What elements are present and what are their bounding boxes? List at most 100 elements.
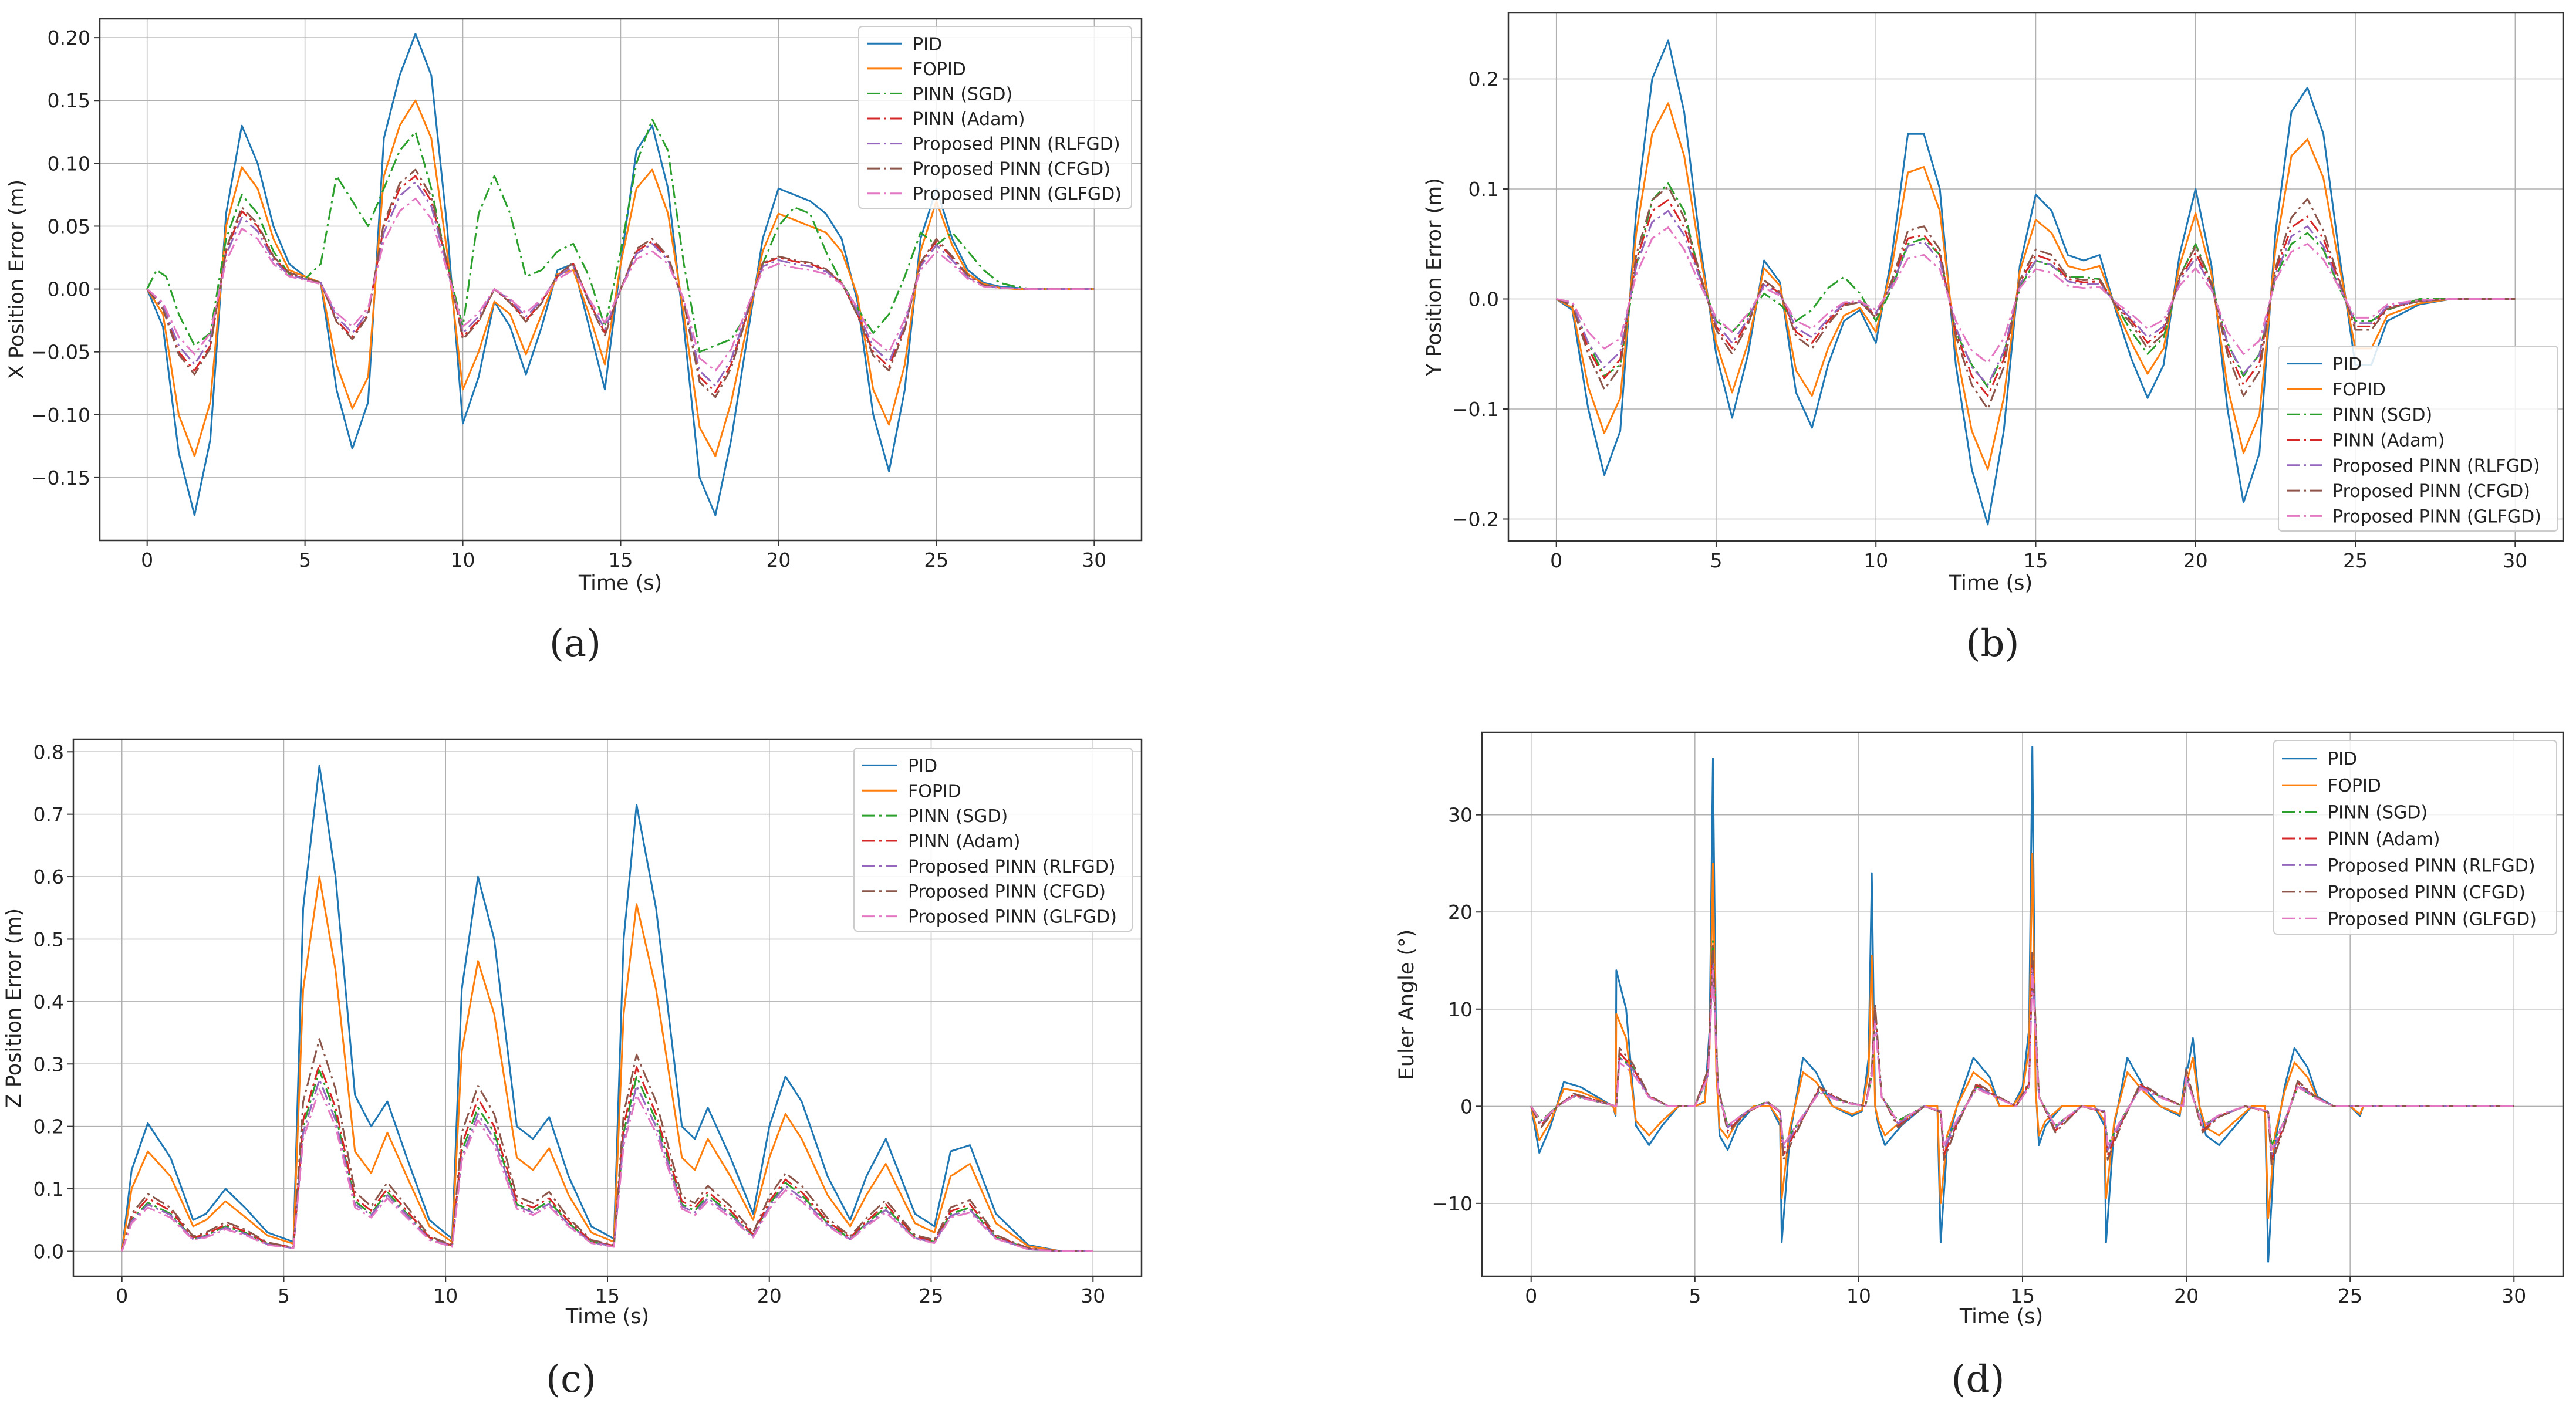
panel-d-ticks: 0 5 10 15 20 25 30 −10 0 10 20 30	[1432, 804, 2526, 1307]
panel-c-legend-entry: Proposed PINN (GLFGD)	[908, 907, 1117, 928]
panel-d-xtick-label: 10	[1846, 1284, 1871, 1307]
panel-a-legend: PID FOPID PINN (SGD) PINN (Adam) Proposed PI…	[858, 26, 1132, 209]
panel-a-series-proposed-pinn-rlfgd	[146, 181, 1095, 387]
panel-b-legend-entry: Proposed PINN (CFGD)	[2332, 481, 2530, 502]
panel-b-legend-entry: PINN (Adam)	[2332, 431, 2445, 451]
panel-c-xlabel: Time (s)	[565, 1305, 649, 1328]
panel-a-ytick-label: 0.15	[48, 89, 90, 112]
panel-b-ticks: 0 5 10 15 20 25 30 −0.2 −0.1 0.0 0.1 0.2	[1452, 68, 2527, 573]
panel-a-ytick-label: −0.15	[31, 466, 90, 489]
panel-c-ytick-label: 0.0	[33, 1240, 64, 1263]
panel-c-xtick-label: 5	[278, 1284, 290, 1307]
panel-a-series-fopid	[146, 99, 1095, 457]
panel-b-ytick-label: 0.0	[1468, 288, 1499, 311]
panel-c-legend-entry: PINN (Adam)	[908, 831, 1020, 852]
panel-d-legend-entry: Proposed PINN (CFGD)	[2328, 882, 2526, 903]
panel-b-ylabel: Y Position Error (m)	[1423, 178, 1446, 377]
panel-d-legend-entry: FOPID	[2328, 776, 2381, 796]
panel-b-caption: (b)	[1966, 622, 2020, 665]
panel-d-xtick-label: 5	[1689, 1284, 1701, 1307]
panel-d-ytick-label: 10	[1448, 998, 1473, 1021]
panel-b-legend-box	[2278, 346, 2558, 532]
panel-c-legend-box	[853, 748, 1133, 932]
panel-d-xtick-label: 15	[2010, 1284, 2035, 1307]
panel-b-series-fopid	[1555, 102, 2516, 471]
panel-d-series-fopid	[1530, 853, 2514, 1219]
panel-c-ylabel: Z Position Error (m)	[2, 908, 26, 1108]
panel-b-legend-entry: PID	[2332, 354, 2362, 375]
panel-b-series	[1555, 39, 2516, 526]
panel-a-ytick-label: 0.00	[48, 278, 90, 301]
panel-a-series	[146, 33, 1095, 516]
panel-c-series-proposed-pinn-cfgd	[121, 1038, 1093, 1252]
panel-a: 0 5 10 15 20 25 30 −0.15 −0.10 −0.05 0.00 0.05 0.10 0…	[5, 18, 1143, 665]
panel-a-legend-box	[858, 26, 1132, 209]
panel-c-legend-entry: Proposed PINN (RLFGD)	[908, 857, 1116, 877]
panel-b-xtick-label: 20	[2183, 549, 2208, 572]
panel-a-legend-entry: PINN (SGD)	[913, 84, 1012, 104]
panel-d-xtick-label: 20	[2174, 1284, 2199, 1307]
panel-c-ytick-label: 0.6	[33, 865, 64, 888]
panel-b-legend-entry: Proposed PINN (RLFGD)	[2332, 456, 2540, 476]
panel-d: 0 5 10 15 20 25 30 −10 0 10 20 30 Time (s) Euler An…	[1395, 731, 2564, 1401]
panel-b-xtick-label: 0	[1550, 549, 1562, 572]
panel-a-legend-entry: Proposed PINN (RLFGD)	[913, 134, 1120, 155]
panel-b-legend: PID FOPID PINN (SGD) PINN (Adam) Proposed PI…	[2278, 346, 2558, 532]
panel-d-legend-entry: Proposed PINN (GLFGD)	[2328, 909, 2537, 929]
panel-a-xtick-label: 20	[766, 549, 791, 572]
panel-a-ylabel: X Position Error (m)	[5, 180, 29, 379]
panel-d-series-proposed-pinn-glfgd	[1530, 969, 2514, 1151]
panel-a-ytick-label: 0.05	[48, 215, 90, 238]
panel-c-series	[121, 765, 1093, 1252]
panel-c-ytick-label: 0.1	[33, 1178, 64, 1201]
panel-a-ytick-label: −0.05	[31, 341, 90, 364]
panel-b-ytick-label: −0.2	[1452, 508, 1499, 531]
panel-a-legend-entry: PINN (Adam)	[913, 109, 1025, 130]
panel-a-series-pid	[146, 33, 1095, 516]
panel-d-legend-entry: PINN (Adam)	[2328, 829, 2440, 850]
panel-a-ytick-label: 0.20	[48, 26, 90, 49]
panel-a-series-proposed-pinn-cfgd	[146, 168, 1095, 398]
panel-b-xtick-label: 30	[2503, 549, 2527, 572]
panel-a-xtick-label: 5	[299, 549, 311, 572]
panel-d-ylabel: Euler Angle (°)	[1395, 929, 1419, 1080]
panel-d-ytick-label: 30	[1448, 804, 1473, 827]
panel-d-xtick-label: 25	[2338, 1284, 2362, 1307]
panel-c-series-fopid	[121, 875, 1093, 1252]
panel-d-legend: PID FOPID PINN (SGD) PINN (Adam) Proposed PI…	[2273, 740, 2557, 935]
panel-b-ytick-label: −0.1	[1452, 398, 1499, 421]
panel-a-xtick-label: 15	[609, 549, 633, 572]
panel-b-legend-entry: Proposed PINN (GLFGD)	[2332, 506, 2541, 527]
panel-c-series-pinn-sgd	[121, 1069, 1093, 1252]
panel-d-series	[1530, 746, 2514, 1263]
panel-a-caption: (a)	[549, 622, 601, 665]
panel-a-ytick-label: 0.10	[48, 152, 90, 175]
panel-a-xlabel: Time (s)	[578, 572, 662, 595]
panel-c-xtick-label: 20	[757, 1284, 782, 1307]
panel-b-series-proposed-pinn-cfgd	[1556, 185, 2516, 410]
panel-d-legend-box	[2273, 740, 2557, 935]
panel-d-caption: (d)	[1952, 1358, 2005, 1401]
panel-c-series-proposed-pinn-glfgd	[121, 1088, 1093, 1252]
panel-c-ytick-label: 0.5	[33, 928, 64, 951]
panel-c-ytick-label: 0.3	[33, 1053, 64, 1076]
panel-d-series-proposed-pinn-cfgd	[1530, 945, 2514, 1166]
panel-d-xlabel: Time (s)	[1959, 1305, 2043, 1328]
panel-b-grid	[1508, 13, 2563, 541]
panel-c-xtick-label: 15	[595, 1284, 620, 1307]
panel-c-xtick-label: 10	[433, 1284, 458, 1307]
panel-c-legend: PID FOPID PINN (SGD) PINN (Adam) Proposed PI…	[853, 748, 1133, 932]
panel-c: 0 5 10 15 20 25 300.00.10.20.30.40.50.60.70.8 …	[2, 738, 1143, 1401]
panel-a-legend-entry: Proposed PINN (CFGD)	[913, 159, 1110, 180]
panel-b-xlabel: Time (s)	[1949, 572, 2033, 595]
panel-a-ticks: 0 5 10 15 20 25 30 −0.15 −0.10 −0.05 0.00 0.05 0.10 0…	[31, 26, 1106, 572]
panel-d-ytick-label: 0	[1460, 1095, 1473, 1118]
panel-a-xtick-label: 30	[1082, 549, 1106, 572]
panel-d-grid	[1482, 732, 2563, 1276]
panel-b-xtick-label: 10	[1863, 549, 1888, 572]
panel-c-legend-entry: FOPID	[908, 781, 961, 802]
panel-b-series-pinn-sgd	[1556, 182, 2516, 388]
panel-a-xtick-label: 0	[141, 549, 153, 572]
panel-b-xtick-label: 25	[2343, 549, 2368, 572]
